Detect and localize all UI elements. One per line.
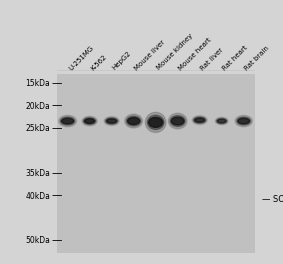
Ellipse shape — [106, 118, 118, 124]
Ellipse shape — [168, 113, 187, 129]
Ellipse shape — [238, 118, 250, 124]
Text: — SOD2: — SOD2 — [262, 195, 283, 204]
Ellipse shape — [215, 117, 228, 125]
Ellipse shape — [83, 118, 96, 124]
Ellipse shape — [149, 117, 163, 128]
Ellipse shape — [59, 115, 76, 127]
Ellipse shape — [192, 116, 207, 125]
Ellipse shape — [170, 115, 185, 127]
Text: Rat brain: Rat brain — [244, 45, 271, 71]
Ellipse shape — [195, 118, 205, 122]
Text: Mouse heart: Mouse heart — [178, 36, 213, 71]
Text: Rat heart: Rat heart — [222, 44, 249, 71]
Text: K-562: K-562 — [90, 53, 108, 71]
Ellipse shape — [82, 116, 97, 126]
Ellipse shape — [61, 117, 75, 125]
Ellipse shape — [145, 112, 166, 133]
Ellipse shape — [128, 117, 140, 125]
Text: Mouse kidney: Mouse kidney — [156, 33, 194, 71]
Ellipse shape — [147, 115, 164, 130]
Text: HepG2: HepG2 — [112, 50, 132, 71]
Ellipse shape — [85, 119, 95, 123]
Ellipse shape — [125, 114, 143, 128]
Ellipse shape — [237, 117, 251, 125]
Ellipse shape — [235, 115, 252, 127]
Ellipse shape — [216, 118, 227, 124]
Ellipse shape — [194, 117, 206, 123]
Text: Rat liver: Rat liver — [200, 46, 224, 71]
Ellipse shape — [217, 119, 226, 123]
Ellipse shape — [171, 117, 184, 125]
Ellipse shape — [104, 117, 119, 125]
Text: Mouse liver: Mouse liver — [134, 39, 166, 71]
Ellipse shape — [127, 116, 141, 126]
Ellipse shape — [62, 118, 74, 124]
Ellipse shape — [107, 119, 117, 123]
Text: U-251MG: U-251MG — [68, 44, 95, 71]
